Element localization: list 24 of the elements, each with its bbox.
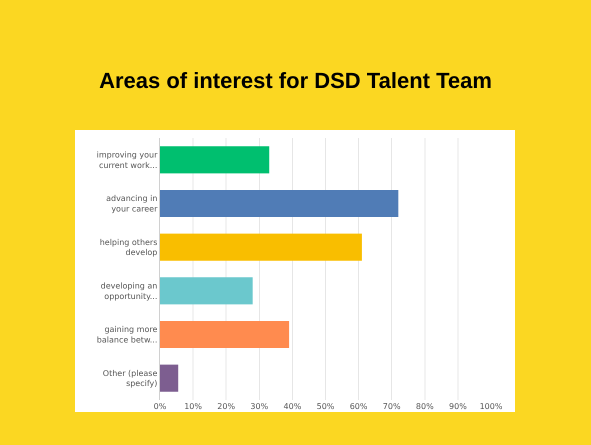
- y-tick-label: improving your current work...: [96, 150, 158, 170]
- x-tick-label: 40%: [284, 402, 302, 411]
- y-tick-label: helping others develop: [100, 238, 158, 258]
- bar: [160, 320, 290, 348]
- bar: [160, 277, 253, 304]
- y-tick-label: gaining more balance betw...: [96, 325, 158, 344]
- y-tick-label: developing an opportunity...: [100, 281, 158, 301]
- chart-title: Areas of interest for DSD Talent Team: [99, 68, 492, 93]
- x-tick-label: 0%: [154, 402, 167, 411]
- x-tick-label: 90%: [449, 402, 468, 411]
- bar: [160, 146, 270, 174]
- x-tick-label: 60%: [350, 402, 368, 411]
- y-tick-label: advancing in your career: [106, 194, 158, 214]
- x-tick-label: 30%: [250, 402, 269, 411]
- x-tick-label: 70%: [382, 402, 401, 411]
- x-tick-label: 20%: [217, 402, 236, 411]
- bar: [160, 190, 398, 218]
- x-tick-label: 100%: [480, 402, 503, 411]
- x-tick-label: 80%: [416, 402, 434, 411]
- bar: [160, 364, 178, 392]
- x-tick-label: 10%: [184, 402, 202, 411]
- y-tick-label: Other (please specify): [102, 368, 158, 388]
- x-tick-label: 50%: [316, 402, 335, 411]
- bar: [160, 234, 362, 261]
